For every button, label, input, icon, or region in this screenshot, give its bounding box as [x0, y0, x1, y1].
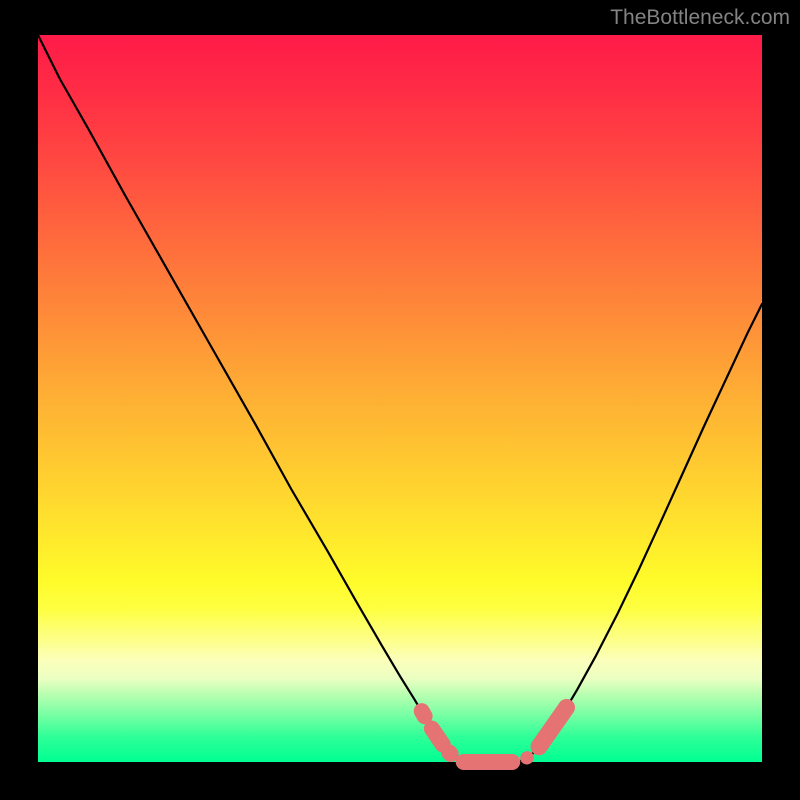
chart-root: TheBottleneck.com: [0, 0, 800, 800]
left-segment-3: [449, 753, 450, 754]
left-segment: [422, 711, 425, 716]
left-segment-2: [432, 729, 443, 745]
chart-svg: [0, 0, 800, 800]
watermark-text: TheBottleneck.com: [610, 6, 790, 30]
plot-area: [38, 35, 762, 762]
